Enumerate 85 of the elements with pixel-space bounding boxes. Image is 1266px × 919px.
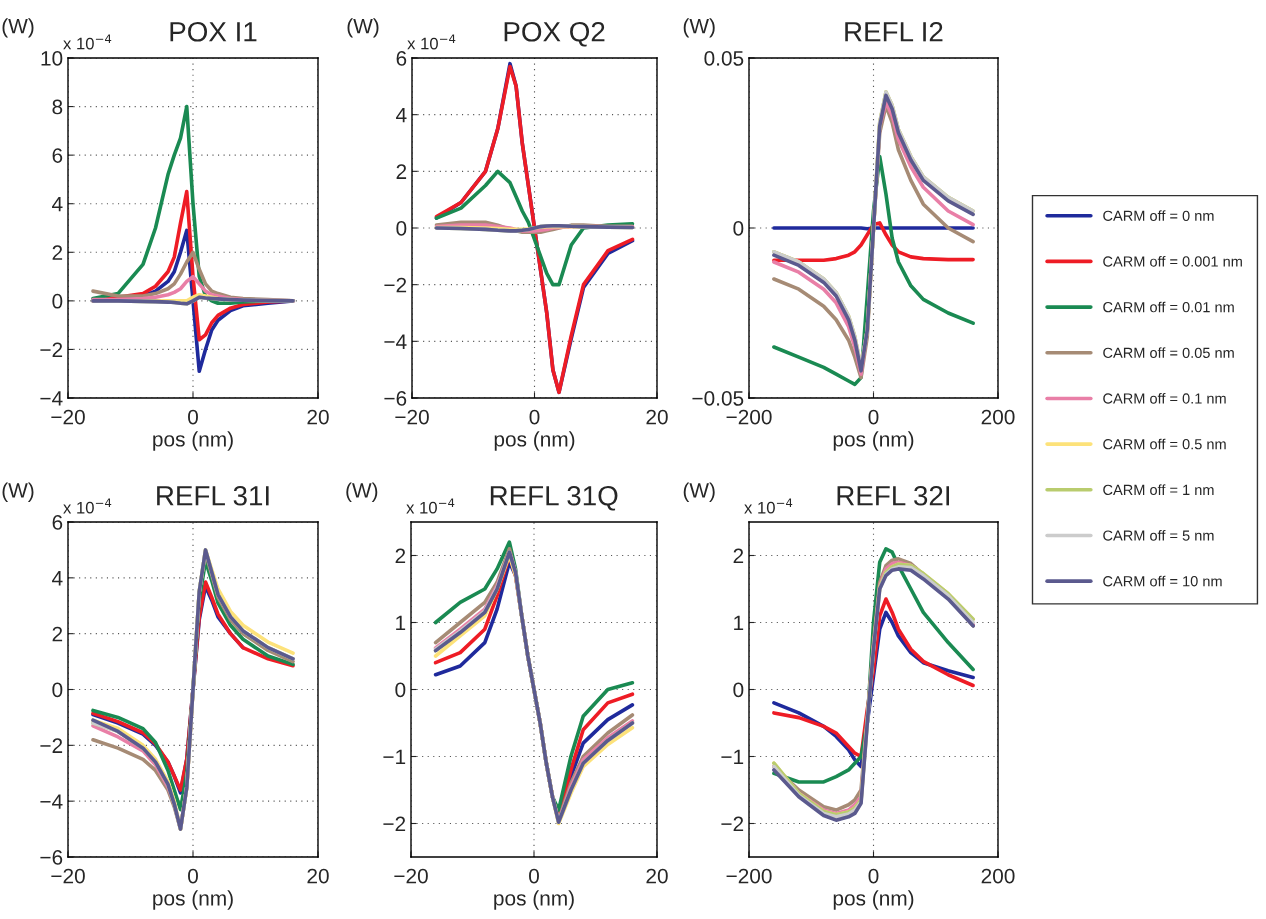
chart-title: REFL 31I [157, 485, 269, 506]
y-axis-title: (W) [346, 482, 378, 502]
x-tick-label: −20 [51, 409, 85, 425]
y-tick-label: 8 [52, 99, 63, 115]
chart-title: POX Q2 [504, 21, 605, 47]
y-tick-label: −4 [384, 334, 407, 349]
y-tick-label: 6 [396, 51, 407, 66]
x-axis-title: pos (nm) [153, 431, 233, 451]
y-tick-label: 2 [52, 245, 63, 260]
chart-title: POX I1 [170, 21, 257, 42]
x-axis-title: pos (nm) [494, 890, 574, 910]
y-tick-label: 0 [396, 221, 407, 236]
x-tick-label: 20 [307, 409, 329, 425]
y-tick-label: −2 [721, 816, 744, 832]
x-tick-label: 200 [981, 868, 1015, 884]
y-tick-label: 4 [52, 196, 63, 212]
y-tick-label: −4 [40, 794, 63, 809]
x-axis-title: pos (nm) [494, 431, 575, 451]
y-tick-label: 0 [733, 682, 744, 698]
y-tick-label: 0.05 [704, 51, 744, 66]
legend-label: CARM off = 0.05 nm [1103, 347, 1234, 358]
x-tick-label: 20 [307, 868, 329, 884]
y-axis-title: (W) [683, 482, 715, 502]
y-tick-label: 0 [52, 682, 63, 698]
y-tick-label: 4 [396, 107, 407, 123]
y-tick-label: −0.05 [692, 391, 744, 406]
x-axis-title: pos (nm) [833, 431, 914, 451]
y-tick-label: −1 [383, 749, 406, 765]
legend-label: CARM off = 1 nm [1103, 484, 1214, 496]
chart-title: REFL 31Q [490, 485, 618, 511]
legend-label: CARM off = 0.01 nm [1103, 301, 1234, 313]
y-tick-label: 2 [395, 548, 406, 564]
y-axis-title: (W) [2, 482, 34, 502]
x-tick-label: 0 [868, 409, 879, 425]
y-tick-label: 0 [733, 221, 744, 236]
text: x 10$^{−4}$ [63, 34, 112, 50]
legend-label: CARM off = 5 nm [1103, 530, 1214, 541]
x-tick-label: 0 [188, 409, 198, 425]
legend-label: CARM off = 10 nm [1103, 575, 1222, 587]
x-axis-title: pos (nm) [833, 890, 914, 910]
y-tick-label: 4 [52, 571, 63, 586]
legend-label: CARM off = 0.1 nm [1103, 392, 1226, 404]
x-tick-label: 0 [188, 868, 198, 884]
y-tick-label: −1 [721, 749, 744, 765]
x-tick-label: −200 [726, 409, 772, 425]
y-tick-label: −2 [384, 277, 407, 293]
y-tick-label: 10 [41, 51, 63, 66]
y-tick-label: 6 [52, 515, 63, 530]
y-tick-label: 6 [52, 148, 63, 163]
chart-title: REFL 32I [837, 485, 950, 506]
x-tick-label: −20 [51, 868, 85, 884]
y-tick-label: 2 [396, 164, 407, 179]
y-axis-title: (W) [347, 18, 379, 38]
text: x 10$^{−4}$ [407, 34, 456, 50]
y-tick-label: −2 [383, 816, 406, 832]
legend-label: CARM off = 0.5 nm [1103, 438, 1226, 450]
text: x 10$^{−4}$ [744, 498, 793, 514]
x-tick-label: 0 [868, 868, 879, 884]
x-axis-title: pos (nm) [153, 890, 233, 910]
y-tick-label: −2 [40, 342, 63, 357]
y-tick-label: 0 [52, 293, 63, 309]
y-axis-title: (W) [683, 18, 715, 38]
y-tick-label: 2 [733, 548, 744, 564]
x-tick-label: 200 [981, 409, 1015, 425]
y-tick-label: −2 [40, 738, 63, 753]
text: x 10$^{−4}$ [406, 498, 455, 514]
x-tick-label: 0 [529, 409, 540, 425]
y-tick-label: −6 [384, 391, 407, 406]
y-tick-label: −4 [40, 391, 63, 406]
x-tick-label: 20 [646, 409, 668, 425]
y-tick-label: 1 [734, 615, 744, 631]
legend-label: CARM off = 0.001 nm [1103, 255, 1242, 267]
x-tick-label: 20 [646, 868, 668, 884]
y-tick-label: −6 [40, 850, 63, 865]
x-tick-label: −200 [726, 868, 772, 884]
y-axis-title: (W) [2, 18, 34, 38]
y-tick-label: 0 [395, 682, 406, 698]
legend-label: CARM off = 0 nm [1103, 210, 1214, 221]
text: x 10$^{−4}$ [63, 498, 112, 514]
x-tick-label: 0 [529, 868, 539, 884]
y-tick-label: 2 [52, 626, 63, 642]
y-tick-label: 1 [396, 615, 406, 631]
x-tick-label: −20 [394, 868, 428, 884]
chart-title: REFL I2 [845, 21, 943, 42]
x-tick-label: −20 [395, 409, 429, 425]
